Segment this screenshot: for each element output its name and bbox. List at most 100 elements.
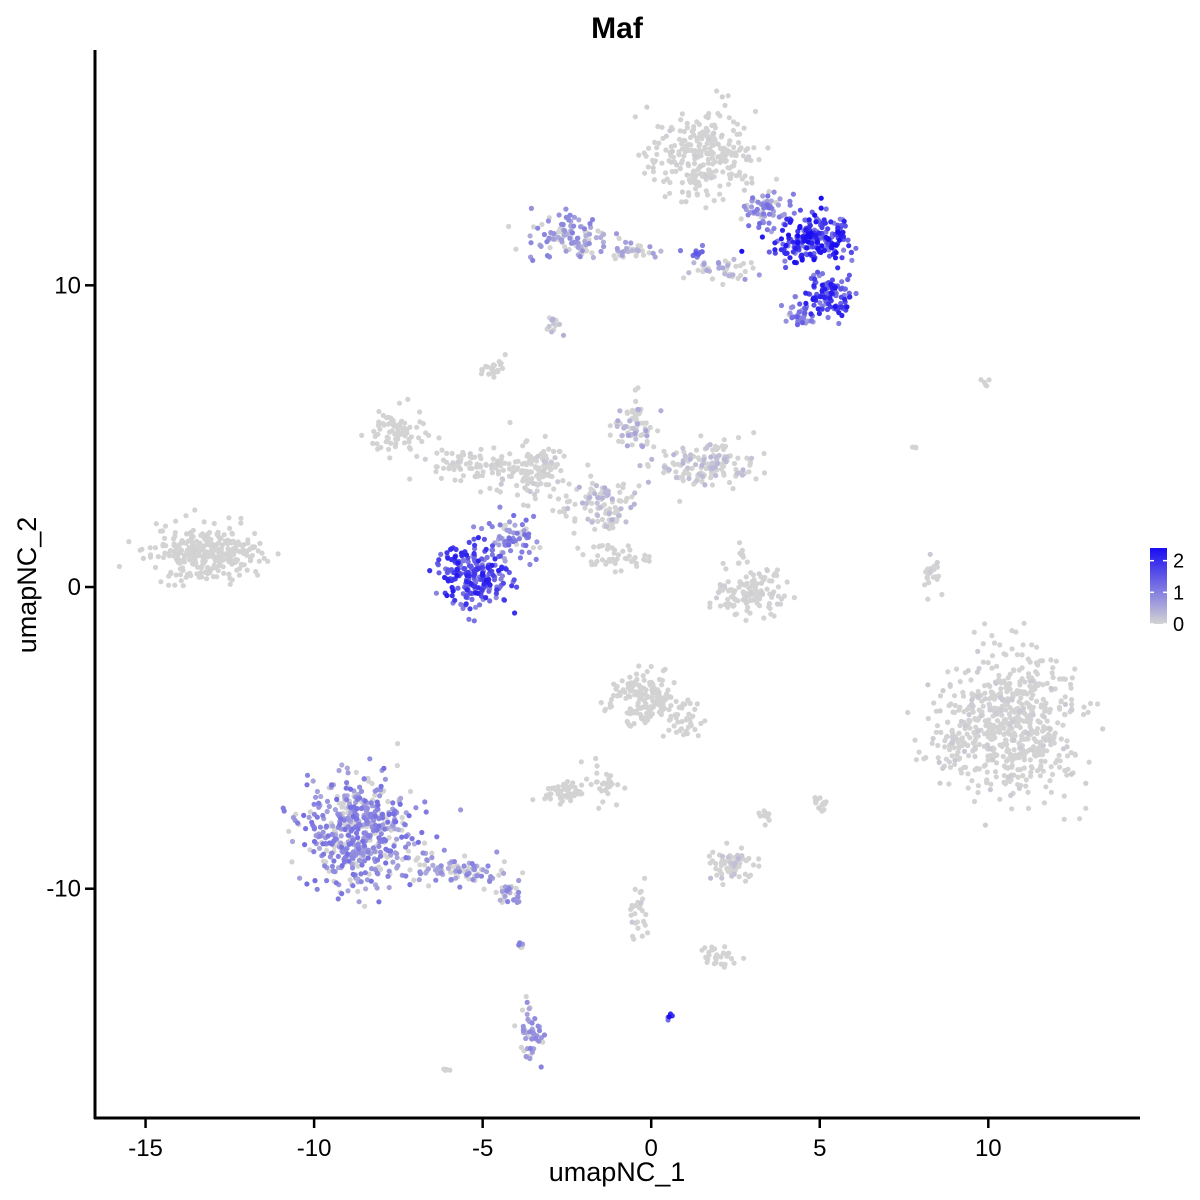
cell-point bbox=[229, 530, 235, 536]
cell-point bbox=[636, 152, 642, 158]
cell-point bbox=[797, 225, 803, 231]
cell-point bbox=[645, 479, 652, 485]
cell-point bbox=[372, 433, 378, 439]
cell-point bbox=[684, 172, 690, 178]
cell-point bbox=[599, 516, 606, 523]
cell-point bbox=[644, 669, 650, 675]
cell-point bbox=[450, 864, 456, 870]
cell-point bbox=[376, 823, 382, 829]
cell-point bbox=[1069, 675, 1075, 681]
cell-point bbox=[377, 853, 384, 859]
x-tick-label: 5 bbox=[813, 1135, 826, 1162]
cell-point bbox=[534, 539, 540, 545]
cell-point bbox=[507, 536, 513, 542]
cell-point bbox=[1072, 666, 1078, 672]
cell-point bbox=[616, 692, 622, 698]
cell-point bbox=[606, 776, 612, 782]
cell-point bbox=[610, 692, 617, 699]
cell-point bbox=[634, 421, 641, 427]
cell-point bbox=[1023, 783, 1029, 789]
cell-point bbox=[765, 193, 771, 199]
cell-point bbox=[689, 147, 695, 154]
cell-point bbox=[599, 495, 606, 501]
cell-point bbox=[666, 707, 672, 713]
cell-point bbox=[530, 545, 537, 551]
cell-point bbox=[722, 158, 728, 165]
cell-point bbox=[311, 826, 317, 832]
cell-point bbox=[967, 735, 973, 741]
cell-point bbox=[686, 270, 692, 276]
cell-point bbox=[230, 538, 236, 544]
cell-point bbox=[984, 780, 990, 786]
cell-point bbox=[1056, 752, 1062, 758]
cell-point bbox=[444, 550, 450, 556]
cell-point bbox=[483, 595, 489, 601]
cell-point bbox=[779, 227, 786, 233]
cell-point bbox=[624, 495, 630, 501]
cell-point bbox=[1058, 736, 1064, 742]
cell-point bbox=[947, 747, 953, 753]
cell-point bbox=[628, 504, 634, 511]
cell-point bbox=[1035, 682, 1041, 689]
cell-point bbox=[658, 705, 664, 711]
cell-point bbox=[489, 543, 496, 549]
cell-point bbox=[555, 496, 562, 502]
cell-point bbox=[522, 485, 528, 491]
cell-point bbox=[721, 145, 727, 151]
cell-point bbox=[236, 572, 243, 578]
cell-point bbox=[838, 304, 844, 310]
cell-point bbox=[704, 954, 710, 961]
cell-point bbox=[711, 946, 718, 952]
cell-point bbox=[1025, 805, 1032, 812]
cell-point bbox=[725, 601, 731, 607]
cell-point bbox=[971, 740, 977, 746]
cell-point bbox=[430, 862, 436, 869]
cell-point bbox=[458, 601, 464, 608]
cell-point bbox=[533, 1035, 539, 1041]
cell-point bbox=[316, 845, 323, 851]
cell-point bbox=[993, 760, 1000, 766]
cell-point bbox=[673, 469, 679, 475]
cell-point bbox=[661, 178, 667, 184]
cell-point bbox=[993, 710, 999, 716]
cell-point bbox=[720, 560, 726, 567]
cell-point bbox=[361, 842, 367, 849]
cell-point bbox=[304, 772, 311, 778]
cell-point bbox=[759, 234, 766, 240]
cell-point bbox=[307, 809, 313, 815]
cell-point bbox=[198, 532, 204, 539]
cell-point bbox=[933, 729, 939, 735]
cell-point bbox=[601, 244, 607, 250]
cell-point bbox=[349, 865, 356, 871]
cell-point bbox=[330, 823, 336, 829]
cell-point bbox=[454, 567, 460, 573]
cell-point bbox=[934, 723, 941, 729]
cell-point bbox=[638, 888, 644, 894]
cell-point bbox=[1064, 772, 1070, 778]
cell-point bbox=[394, 855, 400, 861]
cell-point bbox=[731, 602, 737, 609]
cell-point bbox=[471, 618, 477, 624]
cell-point bbox=[800, 315, 807, 321]
cell-point bbox=[479, 366, 485, 373]
cell-point bbox=[496, 872, 502, 878]
cell-point bbox=[607, 704, 613, 710]
cell-point bbox=[497, 897, 503, 903]
cell-point bbox=[538, 481, 544, 487]
cell-point bbox=[625, 543, 631, 549]
cell-point bbox=[734, 121, 741, 127]
cell-point bbox=[647, 424, 653, 431]
cell-point bbox=[759, 590, 765, 596]
cell-point bbox=[525, 1016, 531, 1023]
cell-point bbox=[1022, 679, 1028, 685]
cell-point bbox=[350, 883, 356, 889]
cell-point bbox=[772, 240, 778, 246]
cell-point bbox=[1018, 695, 1024, 701]
cell-point bbox=[730, 119, 737, 125]
cell-point bbox=[607, 521, 614, 527]
cell-point bbox=[1028, 746, 1034, 753]
cell-point bbox=[467, 606, 473, 612]
cell-point bbox=[247, 558, 254, 564]
cell-point bbox=[615, 483, 621, 489]
